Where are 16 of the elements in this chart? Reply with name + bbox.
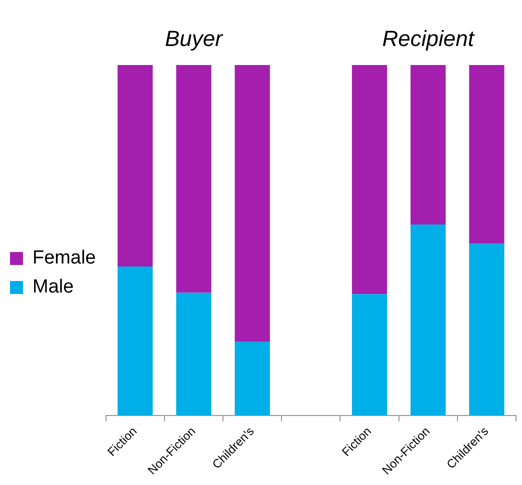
- bar: [234, 65, 270, 342]
- bar: [176, 65, 212, 293]
- bar: [352, 65, 388, 294]
- bar: [118, 65, 153, 266]
- bar: [234, 342, 270, 416]
- bar: [469, 65, 504, 244]
- bar: [469, 244, 504, 416]
- bar: [176, 292, 212, 416]
- text: Buyer: [165, 26, 224, 52]
- legend-label: Female: [32, 248, 96, 269]
- bar: [410, 224, 446, 416]
- text: Recipient: [382, 26, 475, 52]
- legend-label: Male: [32, 276, 74, 298]
- bar: [410, 65, 446, 224]
- bar: [352, 294, 388, 416]
- bar: [118, 266, 153, 416]
